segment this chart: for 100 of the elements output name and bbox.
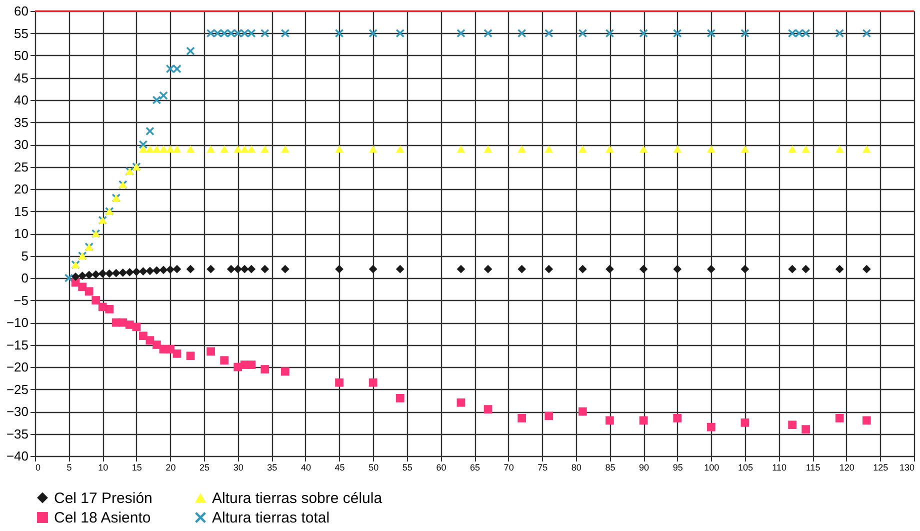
point (606, 29, 614, 38)
point (639, 145, 648, 153)
x-tick-label: 0 (36, 462, 41, 472)
point (92, 296, 100, 304)
point (206, 347, 215, 356)
point (234, 29, 242, 38)
point (706, 145, 716, 153)
point (166, 265, 174, 274)
point (740, 145, 750, 153)
point (788, 264, 796, 274)
point (64, 274, 73, 282)
x-tick-label: 65 (470, 462, 480, 472)
point (260, 29, 270, 38)
point (335, 378, 344, 387)
legend-label: Altura tierras total (212, 510, 330, 526)
point (456, 29, 466, 38)
point (280, 29, 290, 38)
point (172, 349, 182, 358)
point (146, 126, 154, 136)
point (484, 405, 492, 414)
y-tick-label: 35 (14, 114, 28, 130)
point (166, 345, 174, 354)
point (606, 416, 614, 425)
point (247, 264, 256, 274)
point (186, 145, 195, 153)
point (396, 264, 404, 274)
point (186, 264, 195, 274)
point (396, 29, 404, 38)
point (456, 145, 466, 153)
y-tick-label: −5 (14, 292, 28, 308)
point (280, 367, 290, 376)
x-tick-label: 50 (368, 462, 379, 472)
point (578, 407, 587, 416)
legend-label: Cel 18 Asiento (54, 510, 151, 526)
point (260, 365, 270, 374)
y-tick-label: 25 (14, 159, 28, 174)
point (260, 264, 270, 274)
point (706, 29, 716, 38)
point (152, 340, 161, 349)
point (172, 145, 182, 153)
point (456, 264, 466, 274)
point (166, 145, 174, 153)
point (706, 422, 716, 432)
point (544, 264, 554, 274)
x-tick-label: 125 (873, 462, 888, 472)
point (484, 264, 492, 274)
x-tick-label: 85 (605, 462, 616, 472)
legend-label: Altura tierras sobre célula (212, 490, 383, 507)
x-tick-label: 20 (166, 462, 176, 472)
point (234, 145, 242, 153)
y-tick-label: −35 (6, 426, 28, 442)
point (146, 266, 154, 276)
y-tick-label: −20 (6, 360, 28, 374)
point (802, 425, 810, 434)
point (740, 29, 750, 38)
point (788, 145, 796, 153)
point (740, 264, 750, 274)
point (280, 145, 290, 153)
point (788, 420, 796, 430)
point (606, 264, 614, 274)
point (396, 145, 404, 153)
point (139, 145, 148, 153)
point (139, 267, 148, 276)
point (226, 264, 236, 274)
point (234, 264, 242, 274)
point (247, 29, 256, 38)
point (835, 264, 844, 274)
point (247, 360, 256, 369)
y-tick-label: 30 (14, 137, 28, 152)
point (802, 145, 810, 153)
x-tick-label: 25 (200, 462, 210, 472)
y-tick-label: −30 (6, 404, 28, 419)
point (673, 414, 682, 422)
y-tick-label: −40 (6, 448, 28, 464)
x-tick-label: 70 (504, 462, 514, 472)
point (802, 264, 810, 274)
point (673, 264, 682, 274)
point (139, 332, 148, 340)
point (92, 270, 100, 279)
point (132, 322, 141, 332)
x-tick-label: 35 (267, 462, 278, 472)
point (125, 268, 134, 276)
point (578, 145, 587, 153)
x-tick-label: 115 (806, 462, 820, 472)
y-tick-label: 0 (21, 270, 28, 286)
point (578, 264, 587, 274)
x-tick-label: 15 (132, 462, 142, 472)
point (706, 264, 716, 274)
point (78, 272, 87, 280)
point (240, 145, 249, 153)
x-tick-label: 110 (772, 462, 786, 472)
x-tick-label: 90 (639, 462, 650, 472)
point (220, 29, 229, 38)
point (484, 29, 492, 38)
point (112, 268, 120, 278)
x-tick-label: 40 (300, 462, 311, 472)
point (260, 145, 270, 153)
point (247, 145, 256, 153)
point (368, 378, 378, 387)
point (835, 145, 844, 153)
